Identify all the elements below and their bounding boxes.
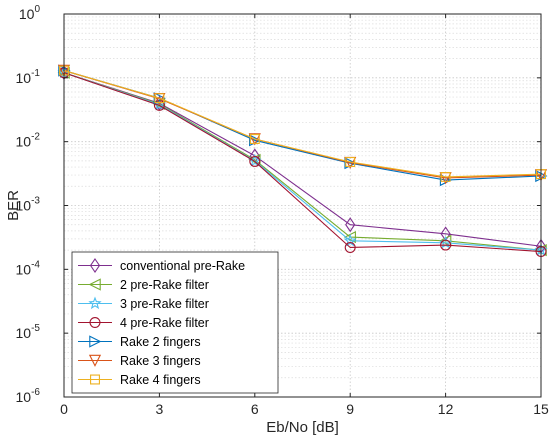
y-tick-exponent: 0	[34, 4, 40, 15]
x-tick-label: 12	[438, 401, 454, 417]
y-axis-label: BER	[5, 190, 22, 221]
series-line	[63, 72, 542, 251]
legend-label: 3 pre-Rake filter	[120, 297, 209, 311]
data-point	[343, 233, 357, 247]
data-point	[249, 155, 261, 167]
data-point	[344, 157, 357, 170]
data-point	[249, 134, 260, 144]
legend-label: Rake 4 fingers	[120, 373, 201, 387]
y-tick-exponent: -3	[31, 196, 40, 207]
series-group	[57, 64, 548, 258]
legend-entry: Rake 2 fingers	[78, 335, 201, 349]
x-axis-label: Eb/No [dB]	[266, 419, 339, 436]
data-point	[344, 241, 356, 253]
y-tick-exponent: -2	[31, 132, 40, 143]
data-point	[59, 65, 69, 76]
data-point	[345, 157, 356, 167]
data-point	[90, 374, 100, 385]
data-point	[154, 93, 165, 104]
legend-entry: 4 pre-Rake filter	[78, 316, 209, 330]
legend: conventional pre-Rake 2 pre-Rake filter 3 …	[71, 251, 279, 394]
series-7	[59, 65, 546, 182]
legend-entry: Rake 4 fingers	[78, 373, 201, 387]
x-tick-label: 6	[251, 401, 259, 417]
data-point	[89, 317, 101, 328]
grid	[63, 13, 542, 398]
y-tick-exponent: -1	[31, 68, 40, 79]
data-point	[89, 335, 102, 348]
data-point	[440, 239, 452, 251]
series-line	[63, 70, 542, 178]
series-line	[63, 72, 542, 247]
y-tick-exponent: -6	[31, 387, 40, 398]
data-point	[89, 258, 101, 273]
data-point	[88, 354, 102, 367]
data-point	[345, 217, 356, 233]
legend-label: Rake 2 fingers	[120, 335, 201, 349]
legend-label: conventional pre-Rake	[120, 259, 245, 273]
legend-entry: 3 pre-Rake filter	[78, 296, 209, 311]
legend-label: 2 pre-Rake filter	[120, 278, 209, 292]
x-tick-label: 15	[533, 401, 549, 417]
data-point	[440, 171, 451, 182]
data-point	[153, 92, 166, 105]
series-line	[63, 72, 542, 251]
x-tick-label: 9	[346, 401, 354, 417]
y-tick-exponent: -4	[31, 259, 40, 270]
data-point	[536, 169, 546, 180]
legend-label: 4 pre-Rake filter	[120, 316, 209, 330]
data-point	[88, 278, 101, 291]
legend-label: Rake 3 fingers	[120, 354, 201, 368]
data-point	[88, 296, 102, 310]
x-tick-label: 0	[60, 401, 68, 417]
data-point	[248, 133, 261, 146]
legend-entry: 2 pre-Rake filter	[78, 278, 209, 292]
x-tick-label: 3	[156, 401, 164, 417]
legend-entry: conventional pre-Rake	[78, 258, 245, 273]
series-line	[63, 72, 542, 253]
legend-entry: Rake 3 fingers	[78, 354, 201, 368]
y-tick-exponent: -5	[31, 323, 40, 334]
